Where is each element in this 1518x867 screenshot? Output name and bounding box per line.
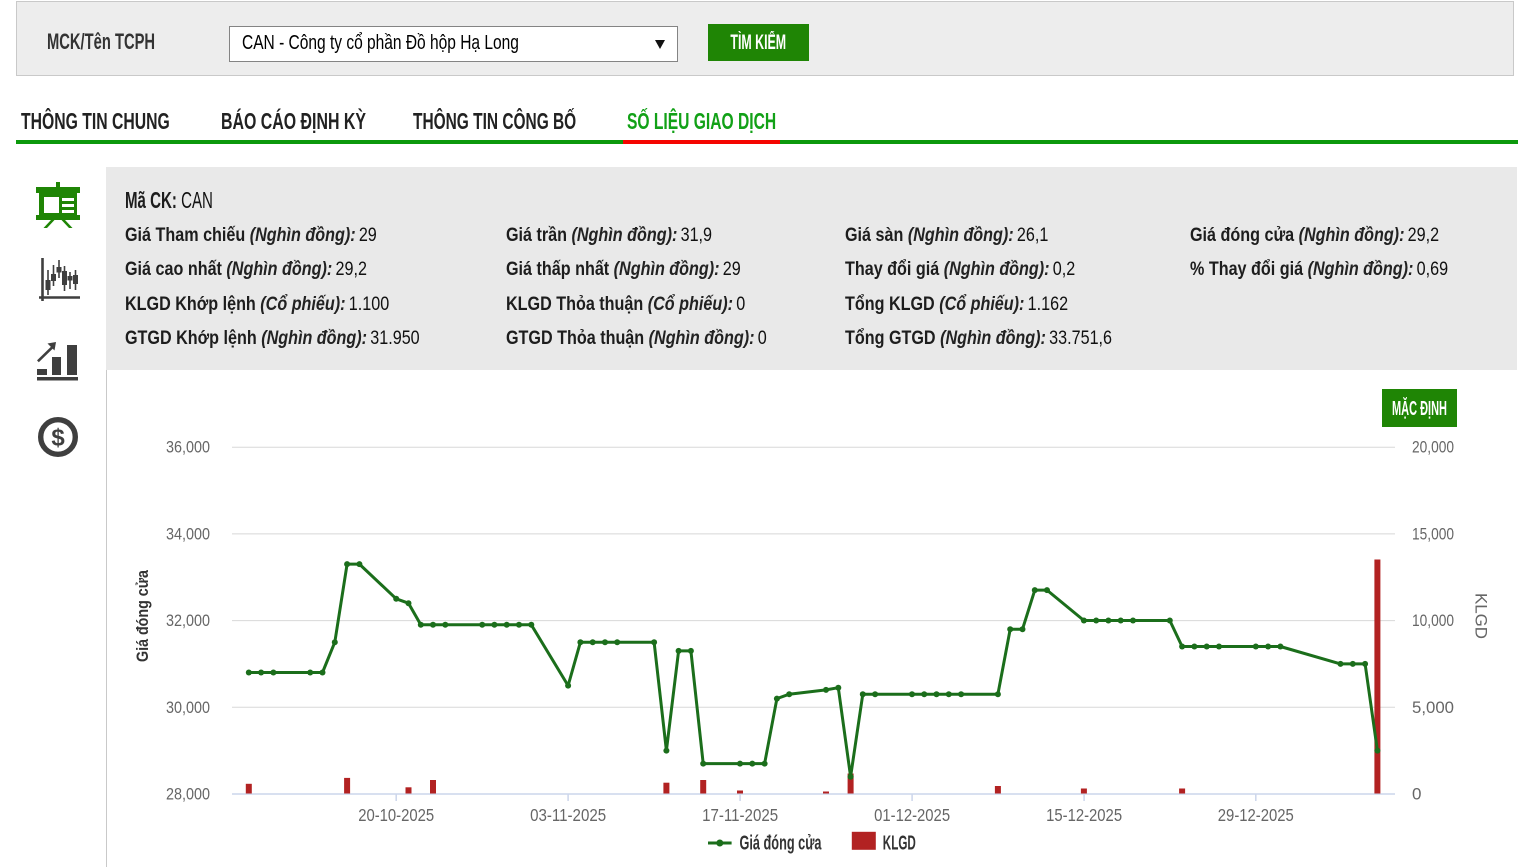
- svg-text:34,000: 34,000: [166, 524, 210, 543]
- svg-text:MẶC ĐỊNH: MẶC ĐỊNH: [1392, 397, 1447, 420]
- svg-text:$: $: [51, 425, 65, 452]
- svg-text:32,000: 32,000: [166, 611, 210, 630]
- svg-text:10,000: 10,000: [1412, 611, 1454, 630]
- svg-text:28,000: 28,000: [166, 785, 210, 804]
- svg-text:Giá đóng cửa: Giá đóng cửa: [133, 570, 152, 662]
- svg-text:36,000: 36,000: [166, 438, 210, 457]
- svg-text:0: 0: [1412, 785, 1421, 804]
- svg-text:17-11-2025: 17-11-2025: [702, 805, 778, 825]
- svg-text:15,000: 15,000: [1412, 524, 1454, 543]
- svg-text:KLGD: KLGD: [883, 833, 916, 855]
- svg-text:15-12-2025: 15-12-2025: [1046, 805, 1122, 825]
- svg-text:30,000: 30,000: [166, 698, 210, 717]
- svg-text:20-10-2025: 20-10-2025: [358, 805, 434, 825]
- svg-text:29-12-2025: 29-12-2025: [1218, 805, 1294, 825]
- svg-text:Giá đóng cửa: Giá đóng cửa: [740, 833, 823, 855]
- svg-text:20,000: 20,000: [1412, 438, 1454, 457]
- svg-text:5,000: 5,000: [1412, 698, 1454, 717]
- svg-text:KLGD: KLGD: [1472, 593, 1491, 639]
- svg-text:03-11-2025: 03-11-2025: [530, 805, 606, 825]
- svg-text:01-12-2025: 01-12-2025: [874, 805, 950, 825]
